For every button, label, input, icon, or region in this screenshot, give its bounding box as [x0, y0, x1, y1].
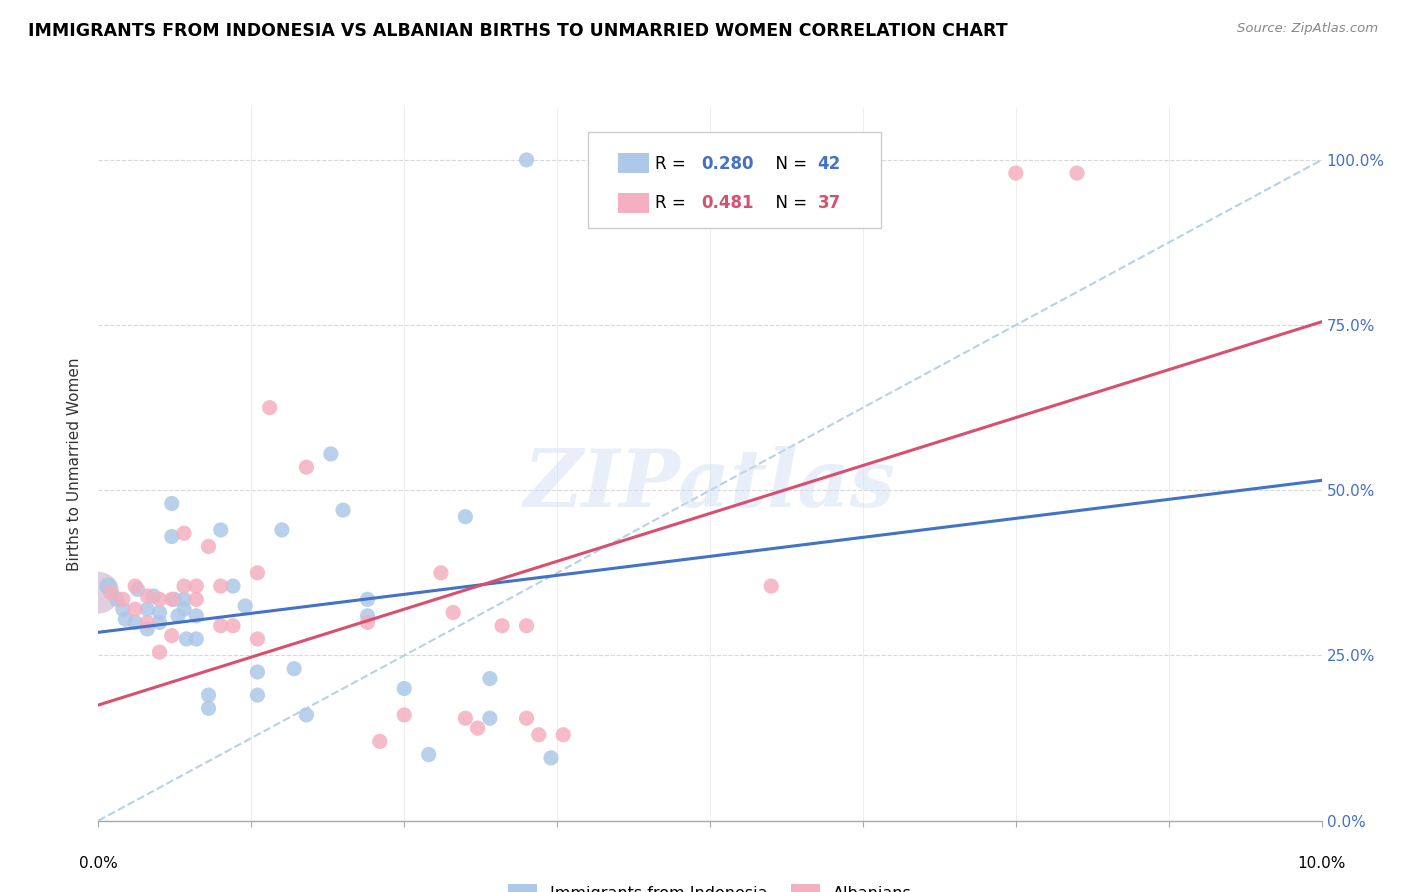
- Point: [186, 592, 208, 607]
- Point: [173, 592, 195, 607]
- Point: [516, 618, 538, 632]
- Point: [209, 618, 232, 632]
- Text: 0.0%: 0.0%: [79, 856, 118, 871]
- Point: [233, 599, 256, 613]
- Text: 42: 42: [818, 155, 841, 173]
- Point: [149, 615, 172, 630]
- Point: [186, 579, 208, 593]
- Point: [356, 592, 378, 607]
- Point: [478, 672, 501, 686]
- Point: [527, 728, 550, 742]
- Point: [222, 579, 245, 593]
- Text: N =: N =: [765, 194, 813, 212]
- Point: [356, 615, 378, 630]
- Point: [319, 447, 342, 461]
- Point: [295, 460, 318, 475]
- Point: [136, 622, 159, 636]
- Point: [160, 496, 183, 510]
- Point: [160, 592, 183, 607]
- Text: R =: R =: [655, 194, 690, 212]
- Point: [283, 662, 305, 676]
- Text: R =: R =: [655, 155, 690, 173]
- Point: [553, 728, 575, 742]
- Point: [176, 632, 198, 646]
- Point: [114, 612, 136, 626]
- Point: [246, 566, 269, 580]
- Point: [160, 529, 183, 543]
- Point: [173, 526, 195, 541]
- Point: [356, 608, 378, 623]
- Point: [186, 608, 208, 623]
- Point: [259, 401, 281, 415]
- Point: [197, 701, 219, 715]
- Point: [209, 579, 232, 593]
- Point: [368, 734, 391, 748]
- Point: [430, 566, 453, 580]
- Point: [246, 632, 269, 646]
- Point: [173, 602, 195, 616]
- Text: IMMIGRANTS FROM INDONESIA VS ALBANIAN BIRTHS TO UNMARRIED WOMEN CORRELATION CHAR: IMMIGRANTS FROM INDONESIA VS ALBANIAN BI…: [28, 22, 1008, 40]
- Point: [97, 579, 120, 593]
- Point: [1004, 166, 1026, 180]
- Text: 37: 37: [818, 194, 841, 212]
- Point: [516, 153, 538, 167]
- Point: [111, 592, 134, 607]
- Point: [222, 618, 245, 632]
- Point: [124, 602, 146, 616]
- Point: [149, 592, 172, 607]
- Text: N =: N =: [765, 155, 813, 173]
- Point: [759, 153, 782, 167]
- Point: [149, 606, 172, 620]
- Point: [246, 665, 269, 679]
- Point: [127, 582, 149, 597]
- Text: 10.0%: 10.0%: [1298, 856, 1346, 871]
- Text: ZIPatlas: ZIPatlas: [524, 447, 896, 524]
- Point: [392, 707, 416, 722]
- Point: [516, 711, 538, 725]
- Point: [173, 579, 195, 593]
- FancyBboxPatch shape: [619, 153, 650, 173]
- Point: [100, 585, 122, 599]
- Point: [197, 688, 219, 702]
- Point: [124, 579, 146, 593]
- Point: [246, 688, 269, 702]
- Legend: Immigrants from Indonesia, Albanians: Immigrants from Indonesia, Albanians: [501, 877, 920, 892]
- Point: [124, 615, 146, 630]
- Point: [392, 681, 416, 696]
- Point: [160, 629, 183, 643]
- Point: [478, 711, 501, 725]
- Point: [186, 632, 208, 646]
- Point: [418, 747, 440, 762]
- Point: [167, 608, 190, 623]
- Point: [759, 579, 782, 593]
- Point: [332, 503, 354, 517]
- Point: [136, 589, 159, 603]
- Text: Source: ZipAtlas.com: Source: ZipAtlas.com: [1237, 22, 1378, 36]
- Point: [454, 509, 477, 524]
- Point: [111, 602, 134, 616]
- Point: [540, 751, 562, 765]
- Y-axis label: Births to Unmarried Women: Births to Unmarried Women: [67, 357, 83, 571]
- FancyBboxPatch shape: [619, 193, 650, 212]
- Point: [149, 645, 172, 659]
- Point: [454, 711, 477, 725]
- Point: [197, 540, 219, 554]
- Point: [441, 606, 464, 620]
- FancyBboxPatch shape: [588, 132, 882, 228]
- Point: [270, 523, 292, 537]
- Point: [491, 618, 513, 632]
- Point: [209, 523, 232, 537]
- Point: [467, 721, 489, 735]
- Point: [136, 615, 159, 630]
- Point: [1066, 166, 1088, 180]
- Point: [87, 585, 110, 599]
- Point: [136, 602, 159, 616]
- Point: [142, 589, 165, 603]
- Point: [163, 592, 186, 607]
- Point: [295, 707, 318, 722]
- Point: [87, 585, 110, 599]
- Text: 0.280: 0.280: [702, 155, 754, 173]
- Point: [105, 592, 128, 607]
- Text: 0.481: 0.481: [702, 194, 754, 212]
